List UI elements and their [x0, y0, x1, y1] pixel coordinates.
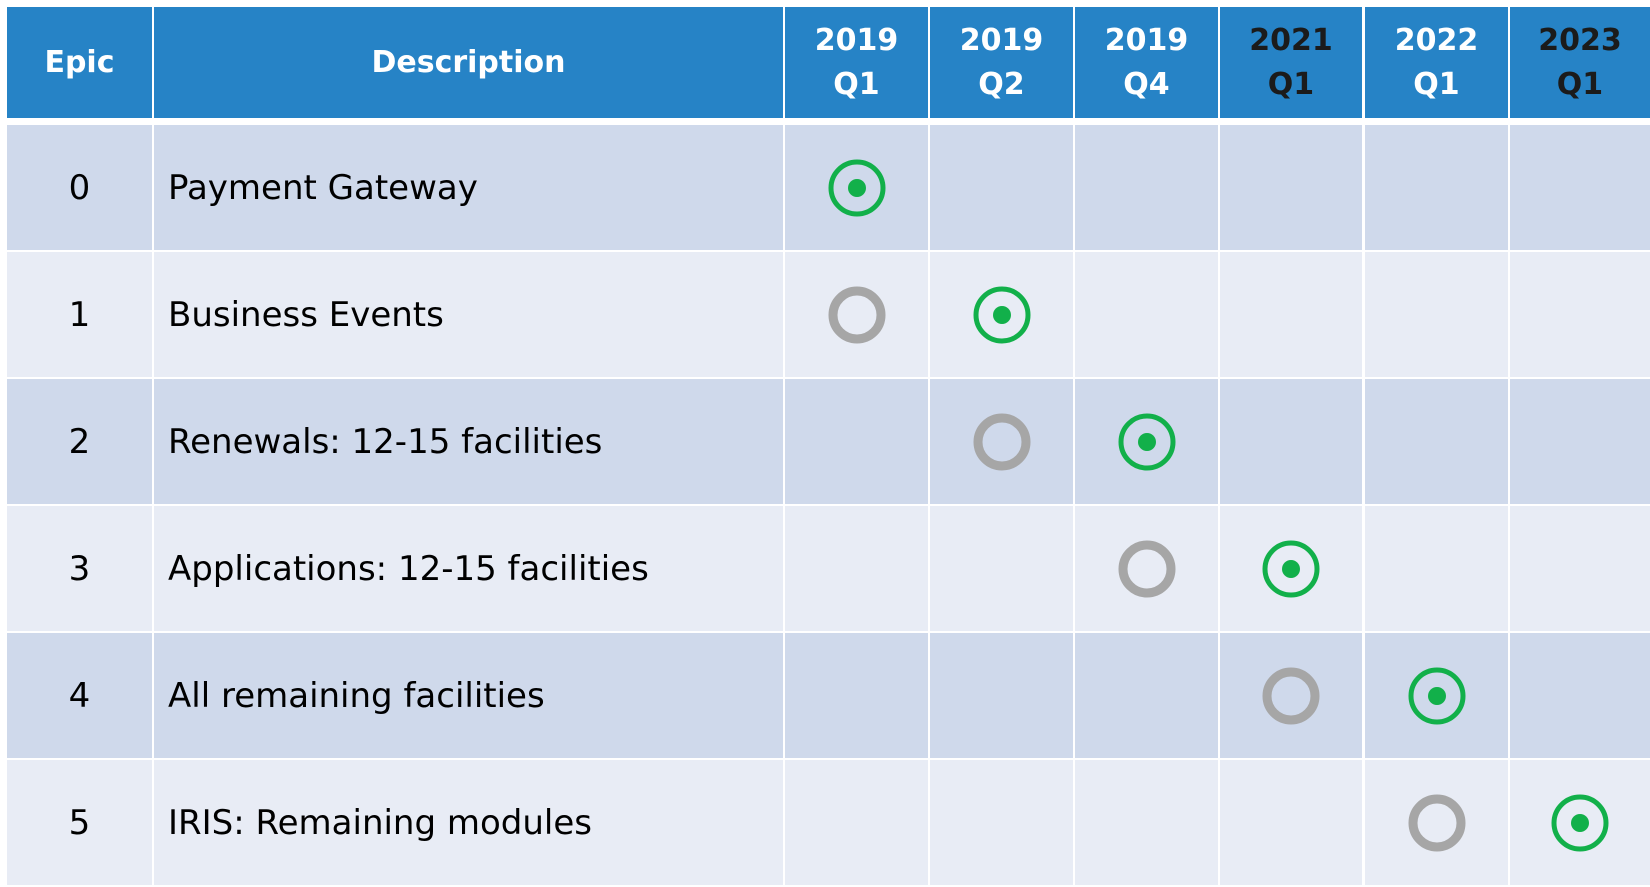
epic-cell: 5	[7, 760, 152, 885]
header-description: Description	[154, 7, 783, 118]
header-text: 2019	[1104, 22, 1189, 58]
milestone-previous	[1118, 540, 1175, 597]
header-text: 2019	[959, 22, 1044, 58]
milestone-target	[1118, 413, 1175, 470]
period-cell	[1075, 252, 1218, 377]
header-text: 2023	[1538, 22, 1622, 58]
period-cell	[1075, 125, 1218, 250]
period-cell	[930, 760, 1073, 885]
description-cell: Applications: 12-15 facilities	[154, 506, 783, 631]
header-text: Q4	[1123, 66, 1170, 102]
header-text: Q1	[1556, 66, 1604, 102]
header-text: Q2	[978, 66, 1025, 102]
milestone-target	[828, 159, 885, 216]
description-cell: Business Events	[154, 252, 783, 377]
header-epic: Epic	[7, 7, 152, 118]
milestone-previous	[828, 286, 885, 343]
header-text: 2019	[814, 22, 899, 58]
period-cell	[1075, 760, 1218, 885]
period-cell	[1220, 760, 1362, 885]
header-period: 2022 Q1	[1365, 7, 1508, 118]
period-cell	[1365, 760, 1508, 885]
description-cell: Renewals: 12-15 facilities	[154, 379, 783, 504]
period-cell	[1510, 125, 1650, 250]
period-cell	[1220, 252, 1362, 377]
period-cell	[785, 252, 928, 377]
period-cell	[1510, 379, 1650, 504]
milestone-target	[1262, 540, 1320, 597]
period-cell	[785, 379, 928, 504]
header-period: 2019 Q2	[930, 7, 1073, 118]
milestone-target	[973, 286, 1030, 343]
period-cell	[1075, 506, 1218, 631]
period-cell	[1365, 379, 1508, 504]
period-cell	[1220, 125, 1362, 250]
header-text: Q1	[833, 66, 880, 102]
epic-cell: 1	[7, 252, 152, 377]
epic-cell: 2	[7, 379, 152, 504]
period-cell	[785, 506, 928, 631]
header-period: 2019 Q1	[785, 7, 928, 118]
period-cell	[930, 633, 1073, 758]
header-text: Q1	[1267, 66, 1315, 102]
period-cell	[1365, 125, 1508, 250]
header-text: Q1	[1413, 66, 1460, 102]
header-period: 2023 Q1	[1510, 7, 1650, 118]
header-text: 2022	[1394, 22, 1479, 58]
period-cell	[1220, 633, 1362, 758]
milestone-target	[1408, 667, 1465, 724]
epic-cell: 0	[7, 125, 152, 250]
milestone-target	[1551, 794, 1609, 851]
milestone-previous	[1262, 667, 1320, 724]
period-cell	[785, 633, 928, 758]
milestone-previous	[973, 413, 1030, 470]
header-period: 2021 Q1	[1220, 7, 1362, 118]
header-period: 2019 Q4	[1075, 7, 1218, 118]
epic-cell: 4	[7, 633, 152, 758]
period-cell	[1365, 252, 1508, 377]
period-cell	[1510, 252, 1650, 377]
description-cell: Payment Gateway	[154, 125, 783, 250]
period-cell	[930, 506, 1073, 631]
period-cell	[1510, 506, 1650, 631]
period-cell	[1075, 633, 1218, 758]
header-text: 2021	[1249, 22, 1333, 58]
description-cell: IRIS: Remaining modules	[154, 760, 783, 885]
period-cell	[930, 125, 1073, 250]
period-cell	[1220, 379, 1362, 504]
milestone-previous	[1408, 794, 1465, 851]
period-cell	[1510, 633, 1650, 758]
period-cell	[930, 379, 1073, 504]
period-cell	[785, 760, 928, 885]
period-cell	[1365, 506, 1508, 631]
epic-cell: 3	[7, 506, 152, 631]
description-cell: All remaining facilities	[154, 633, 783, 758]
